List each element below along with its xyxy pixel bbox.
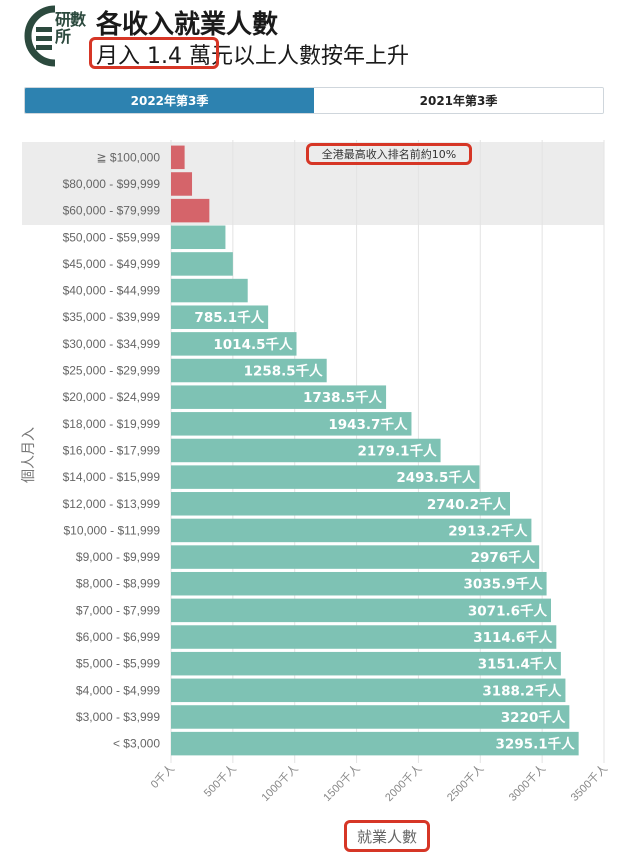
- bar: [171, 225, 226, 250]
- value-label: 1943.7千人: [328, 416, 408, 433]
- y-axis-label: 個人月入: [21, 427, 37, 483]
- bar: [171, 678, 566, 703]
- subtitle-highlight-box: [89, 37, 219, 69]
- tab-2022-q3[interactable]: 2022年第3季: [25, 88, 314, 113]
- bar: [171, 571, 547, 596]
- value-label: 2493.5千人: [396, 469, 476, 486]
- category-label: $4,000 - $4,999: [76, 683, 160, 697]
- bar: [171, 492, 511, 516]
- category-label: $8,000 - $8,999: [76, 577, 160, 591]
- x-tick-label: 2000千人: [382, 762, 424, 804]
- logo: 研數所: [24, 5, 90, 67]
- x-tick-label: 2500千人: [444, 762, 486, 804]
- logo-mark-icon: [24, 5, 56, 67]
- category-label: $9,000 - $9,999: [76, 550, 160, 564]
- value-labels: 785.1千人 1014.5千人 1258.5千人 1738.5千人 1943.7千人 2…: [194, 309, 575, 752]
- bar: [171, 465, 480, 489]
- category-label: ≧ $100,000: [97, 150, 161, 164]
- x-tick-label: 0千人: [148, 762, 177, 791]
- x-tick-label: 1000千人: [259, 762, 301, 804]
- bar: [171, 252, 233, 276]
- category-label: $60,000 - $79,999: [63, 204, 161, 218]
- category-label: $3,000 - $3,999: [76, 710, 160, 724]
- category-label: $6,000 - $6,999: [76, 630, 160, 644]
- bar: [171, 598, 552, 623]
- bars: [171, 145, 579, 756]
- bar: [171, 385, 387, 409]
- category-label: $12,000 - $13,999: [63, 497, 161, 511]
- value-label: 3188.2千人: [482, 682, 562, 699]
- x-tick-label: 3500千人: [568, 762, 610, 804]
- category-label: $16,000 - $17,999: [63, 443, 161, 457]
- value-label: 3114.6千人: [473, 629, 553, 646]
- value-label: 2179.1千人: [357, 442, 437, 459]
- top-income-highlight-band: [22, 142, 604, 225]
- bar: [171, 358, 327, 383]
- value-label: 3220千人: [501, 709, 566, 726]
- bar: [171, 305, 269, 329]
- category-labels: ≧ $100,000 $80,000 - $99,999 $60,000 - $79…: [63, 150, 161, 750]
- category-label: $5,000 - $5,999: [76, 657, 160, 671]
- category-label: $40,000 - $44,999: [63, 284, 161, 298]
- header: 研數所 各收入就業人數 月入 1.4 萬元以上人數按年上升: [0, 0, 640, 78]
- value-label: 3035.9千人: [463, 576, 543, 593]
- category-label: $7,000 - $7,999: [76, 603, 160, 617]
- bar: [171, 145, 185, 170]
- category-label: $20,000 - $24,999: [63, 390, 161, 404]
- value-label: 1738.5千人: [303, 389, 383, 406]
- category-label: $18,000 - $19,999: [63, 417, 161, 431]
- category-label: $45,000 - $49,999: [63, 257, 161, 271]
- bar: [171, 705, 570, 729]
- value-label: 785.1千人: [194, 309, 264, 326]
- value-label: 2740.2千人: [427, 496, 507, 513]
- bar: [171, 545, 540, 569]
- bar: [171, 731, 579, 756]
- category-label: $25,000 - $29,999: [63, 364, 161, 378]
- category-label: $30,000 - $34,999: [63, 337, 161, 351]
- x-tick-label: 500千人: [201, 762, 239, 800]
- bar: [171, 625, 557, 649]
- value-label: 3295.1千人: [496, 736, 576, 753]
- tab-2021-q3[interactable]: 2021年第3季: [314, 88, 603, 113]
- x-tick-label: 1500千人: [321, 762, 363, 804]
- value-label: 1014.5千人: [213, 336, 293, 353]
- value-label: 2913.2千人: [448, 522, 528, 539]
- category-label: < $3,000: [113, 737, 160, 751]
- value-label: 3151.4千人: [478, 656, 558, 673]
- category-label: $14,000 - $15,999: [63, 470, 161, 484]
- category-label: $10,000 - $11,999: [63, 523, 160, 537]
- category-label: $80,000 - $99,999: [63, 177, 161, 191]
- x-tick-labels: 0千人 500千人 1000千人 1500千人 2000千人 2500千人 3000千人 35…: [148, 762, 610, 804]
- bar: [171, 518, 532, 543]
- page-subtitle: 月入 1.4 萬元以上人數按年上升: [96, 44, 409, 69]
- bar: [171, 198, 210, 223]
- x-axis-label: 就業人數: [344, 820, 430, 852]
- x-tick-label: 3000千人: [506, 762, 548, 804]
- period-tabs: 2022年第3季 2021年第3季: [24, 87, 604, 114]
- bar: [171, 172, 193, 196]
- value-label: 1258.5千人: [244, 363, 324, 380]
- category-label: $35,000 - $39,999: [63, 310, 161, 324]
- page-title: 各收入就業人數: [96, 10, 279, 40]
- bar: [171, 278, 248, 303]
- value-label: 3071.6千人: [468, 602, 548, 619]
- category-label: $50,000 - $59,999: [63, 230, 161, 244]
- bar: [171, 332, 297, 356]
- logo-text: 研數所: [55, 10, 86, 46]
- bar: [171, 651, 561, 676]
- value-label: 2976千人: [471, 549, 536, 566]
- bar: [171, 438, 441, 463]
- top-10-percent-annotation: 全港最高收入排名前約10%: [306, 143, 472, 165]
- bar: [171, 412, 412, 436]
